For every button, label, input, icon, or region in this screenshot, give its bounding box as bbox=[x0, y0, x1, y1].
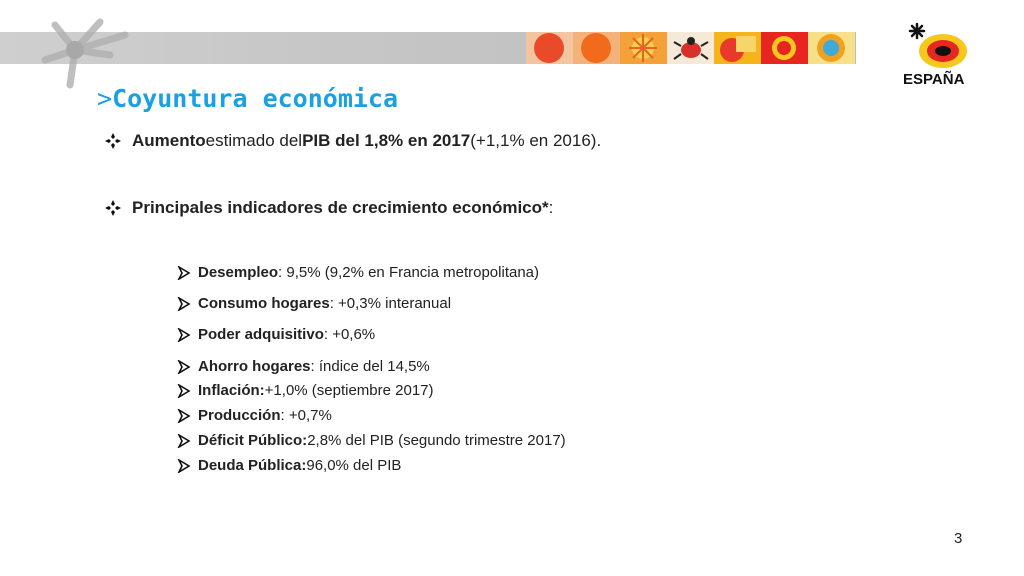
bullet-text-bold: Aumento bbox=[132, 131, 206, 150]
indicator-item: Poder adquisitivo: +0,6% bbox=[177, 326, 375, 343]
arrow-bullet-icon bbox=[177, 265, 191, 280]
sun-tile-icon bbox=[808, 32, 855, 64]
sun-tile-icon bbox=[761, 32, 808, 64]
arrow-bullet-icon bbox=[177, 433, 191, 448]
title-text: Coyuntura económica bbox=[112, 84, 399, 113]
arrow-bullet-icon bbox=[177, 383, 191, 398]
indicator-value: : índice del 14,5% bbox=[310, 358, 430, 375]
indicator-item: Deuda Pública: 96,0% del PIB bbox=[177, 457, 401, 474]
sun-sketch-icon bbox=[41, 18, 129, 89]
indicator-label: Déficit Público: bbox=[198, 432, 308, 449]
arrow-bullet-icon bbox=[177, 296, 191, 311]
bullet-text: : bbox=[548, 198, 554, 217]
bullet-gdp: Aumento estimado del PIB del 1,8% en 201… bbox=[104, 131, 601, 151]
indicator-label: Poder adquisitivo bbox=[198, 326, 324, 343]
arrow-bullet-icon bbox=[177, 327, 191, 342]
bullet-text: estimado del bbox=[205, 131, 303, 150]
page-title: >Coyuntura económica bbox=[97, 84, 398, 113]
sun-tile-icon bbox=[573, 32, 620, 64]
indicator-label: Producción bbox=[198, 407, 281, 424]
diamond-bullet-icon bbox=[105, 200, 121, 216]
indicator-label: Consumo hogares bbox=[198, 295, 330, 312]
bullet-indicators: Principales indicadores de crecimiento e… bbox=[104, 198, 553, 218]
bug-tile-icon bbox=[667, 32, 714, 64]
indicator-item: Producción: +0,7% bbox=[177, 407, 332, 424]
indicator-item: Consumo hogares: +0,3% interanual bbox=[177, 295, 451, 312]
indicator-item: Desempleo: 9,5% (9,2% en Francia metropo… bbox=[177, 264, 539, 281]
sun-tile-icon bbox=[526, 32, 573, 64]
arrow-bullet-icon bbox=[177, 408, 191, 423]
decorative-tiles bbox=[526, 32, 855, 64]
indicator-label: Ahorro hogares bbox=[198, 358, 311, 375]
bullet-text: (+1,1% en 2016). bbox=[470, 131, 602, 150]
indicator-item: Déficit Público: 2,8% del PIB (segundo t… bbox=[177, 432, 566, 449]
page-number: 3 bbox=[954, 530, 963, 547]
indicator-value: : +0,6% bbox=[323, 326, 376, 343]
title-prefix: > bbox=[97, 84, 113, 113]
arrow-bullet-icon bbox=[177, 458, 191, 473]
sun-tile-icon bbox=[620, 32, 667, 64]
indicator-label: Desempleo bbox=[198, 264, 279, 281]
indicator-value: 96,0% del PIB bbox=[306, 457, 402, 474]
indicator-value: 2,8% del PIB (segundo trimestre 2017) bbox=[307, 432, 566, 449]
indicator-value: : 9,5% (9,2% en Francia metropolitana) bbox=[278, 264, 540, 281]
indicator-value: : +0,7% bbox=[280, 407, 332, 424]
indicator-item: Inflación: +1,0% (septiembre 2017) bbox=[177, 382, 434, 399]
diamond-bullet-icon bbox=[105, 133, 121, 149]
arrow-bullet-icon bbox=[177, 359, 191, 374]
spain-tourism-logo-icon: ESPAÑA bbox=[903, 22, 967, 88]
indicator-value: : +0,3% interanual bbox=[329, 295, 452, 312]
abstract-tile-icon bbox=[714, 32, 761, 64]
svg-text:ESPAÑA: ESPAÑA bbox=[903, 70, 965, 88]
indicator-label: Inflación: bbox=[198, 382, 265, 399]
indicator-label: Deuda Pública: bbox=[198, 457, 307, 474]
bullet-text-bold: PIB del 1,8% en 2017 bbox=[302, 131, 471, 150]
indicator-value: +1,0% (septiembre 2017) bbox=[264, 382, 434, 399]
indicator-item: Ahorro hogares: índice del 14,5% bbox=[177, 358, 430, 375]
bullet-text-bold: Principales indicadores de crecimiento e… bbox=[132, 198, 549, 217]
